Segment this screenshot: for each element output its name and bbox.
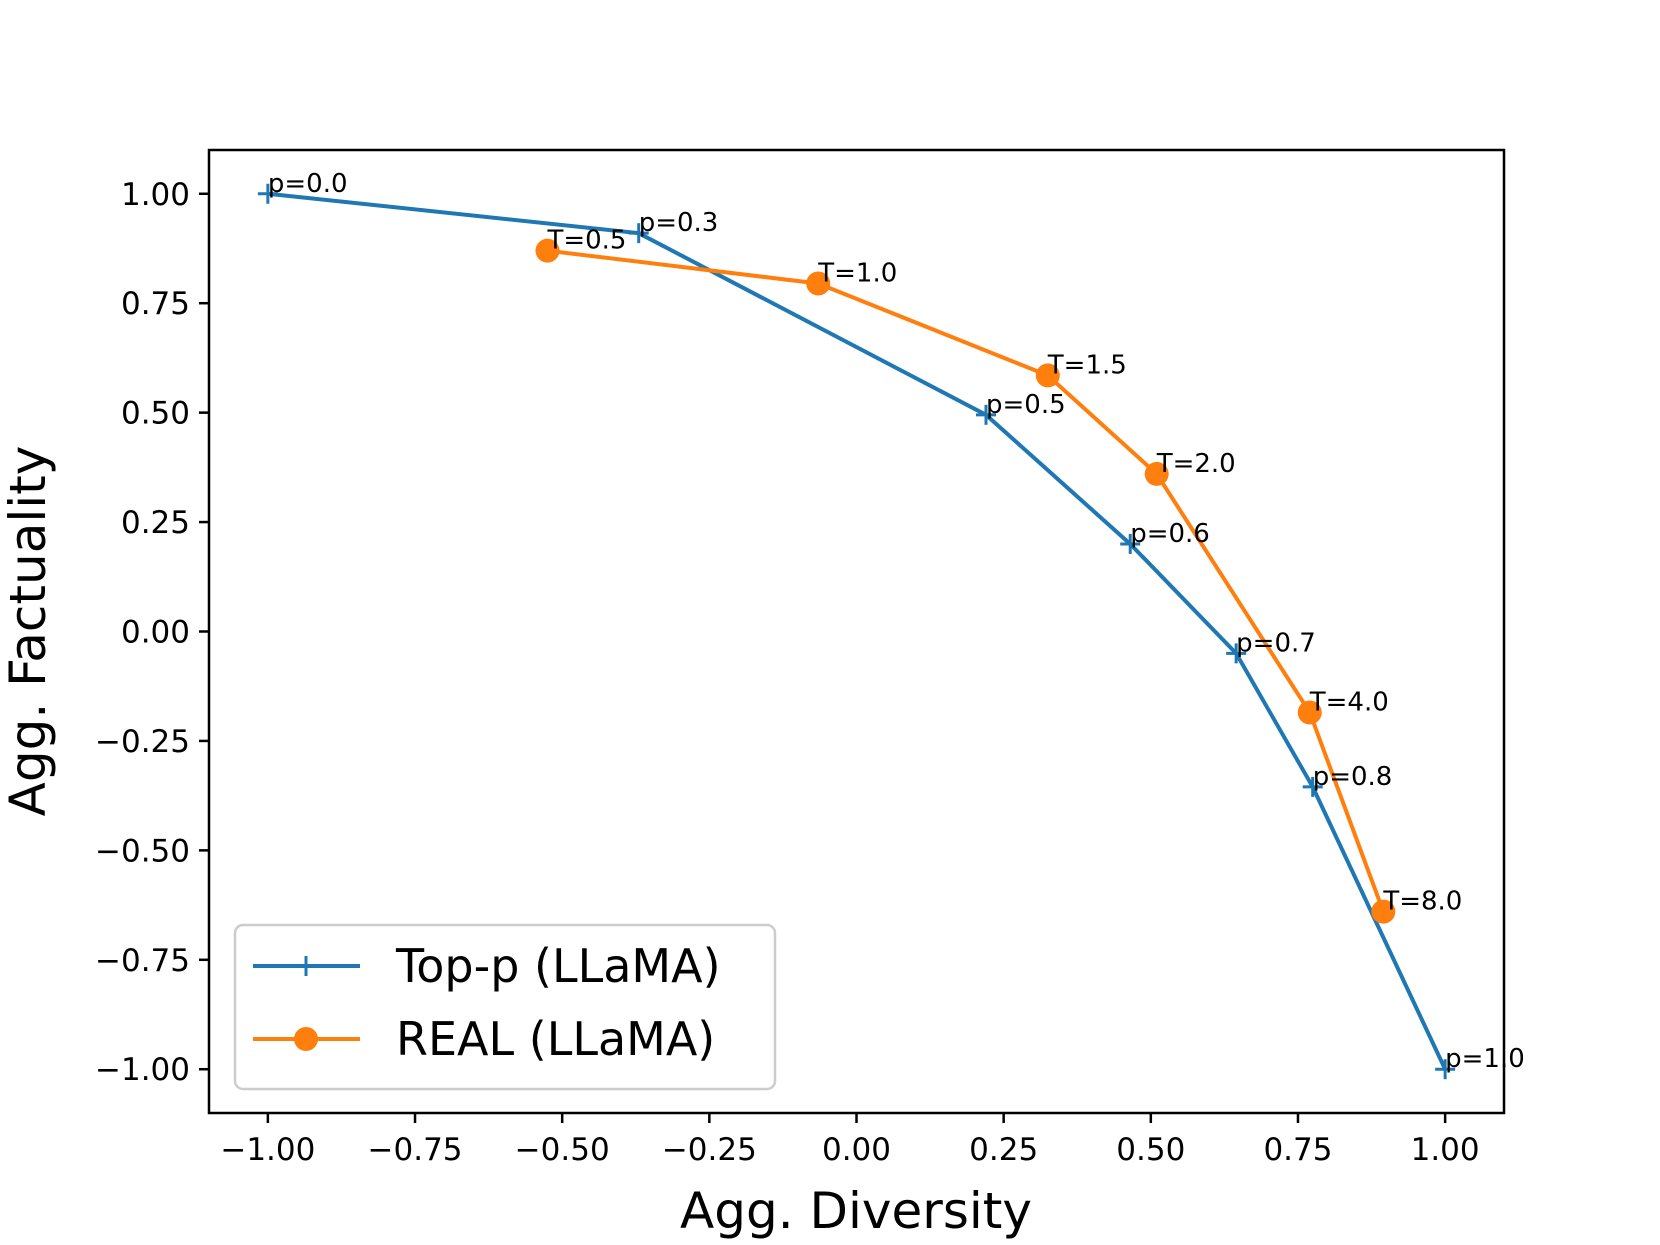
legend-marker-top-p <box>296 956 316 976</box>
point-label-p-0-6: p=0.6 <box>1130 519 1210 549</box>
point-label-p-0-3: p=0.3 <box>639 208 719 238</box>
x-tick-label: 0.00 <box>822 1132 891 1168</box>
legend-marker-point <box>296 956 316 976</box>
y-tick-label: −0.25 <box>95 724 190 760</box>
y-tick-label: −0.50 <box>95 833 190 869</box>
point-label-p-0-7: p=0.7 <box>1236 628 1316 658</box>
point-label-p-0-8: p=0.8 <box>1313 762 1393 792</box>
data-point-t-4-0 <box>1297 700 1322 725</box>
y-tick-label: −0.75 <box>95 943 190 979</box>
point-label-t-0-5: T=0.5 <box>546 226 626 256</box>
series-layer <box>257 183 1456 1080</box>
y-tick-label: 0.75 <box>121 286 190 322</box>
y-tick-label: −1.00 <box>95 1052 190 1088</box>
data-point-p-0-0 <box>257 183 278 204</box>
data-point-p-0-3 <box>628 223 649 244</box>
x-tick-label: −0.25 <box>662 1132 757 1168</box>
x-tick-label: 1.00 <box>1411 1132 1480 1168</box>
series-line-real-llama <box>547 248 1386 913</box>
legend-marker-point <box>294 1027 318 1051</box>
x-tick-label: −1.00 <box>220 1132 315 1168</box>
x-tick-label: 0.50 <box>1116 1132 1185 1168</box>
data-point-p-0-6 <box>1120 533 1141 554</box>
data-point-p-0-7 <box>1226 643 1247 664</box>
data-point-t-1-0 <box>806 271 831 296</box>
data-point-t-8-0 <box>1371 899 1396 924</box>
legend-marker-real <box>294 1027 318 1051</box>
data-point-p-1-0 <box>1435 1059 1456 1080</box>
x-tick-label: −0.75 <box>368 1132 463 1168</box>
data-point-p-0-8 <box>1302 776 1323 797</box>
x-axis-title: Agg. Diversity <box>680 1182 1032 1240</box>
y-tick-label: 0.50 <box>121 396 190 432</box>
point-label-p-0-5: p=0.5 <box>986 390 1066 420</box>
legend-box <box>233 923 777 1091</box>
x-axis-ticks: −1.00 −0.75 −0.50 −0.25 0.00 0.25 0.50 0.75 1.00 <box>220 1113 1480 1168</box>
y-axis-ticks: 1.00 0.75 0.50 0.25 0.00 −0.25 −0.50 −0.75 −1.00 <box>95 177 209 1088</box>
x-tick-label: −0.50 <box>515 1132 610 1168</box>
data-point-t-2-0 <box>1144 461 1169 486</box>
y-axis-title: Agg. Factuality <box>0 446 57 817</box>
point-label-t-1-5: T=1.5 <box>1047 350 1127 380</box>
data-point-t-1-5 <box>1035 363 1060 388</box>
y-tick-label: 1.00 <box>121 177 190 213</box>
point-label-t-8-0: T=8.0 <box>1382 887 1462 917</box>
point-label-t-4-0: T=4.0 <box>1309 687 1389 717</box>
y-tick-label: 0.25 <box>121 505 190 541</box>
legend-label-real: REAL (LLaMA) <box>396 1012 715 1066</box>
y-tick-label: 0.00 <box>121 615 190 651</box>
point-label-p-1-0: p=1.0 <box>1445 1044 1525 1074</box>
x-tick-label: 0.75 <box>1263 1132 1332 1168</box>
point-label-p-0-0: p=0.0 <box>268 169 348 199</box>
point-label-t-1-0: T=1.0 <box>817 259 897 289</box>
legend-label-top-p: Top-p (LLaMA) <box>395 939 721 993</box>
point-labels: p=0.0 p=0.3 p=0.5 p=0.6 p=0.7 p=0.8 p=1.0 T=0.5… <box>268 169 1525 1074</box>
point-label-t-2-0: T=2.0 <box>1156 449 1236 479</box>
x-tick-label: 0.25 <box>969 1132 1038 1168</box>
data-point-t-0-5 <box>535 238 560 263</box>
data-point-p-0-5 <box>976 404 996 425</box>
legend: Top-p (LLaMA) REAL (LLaMA) <box>233 923 777 1091</box>
